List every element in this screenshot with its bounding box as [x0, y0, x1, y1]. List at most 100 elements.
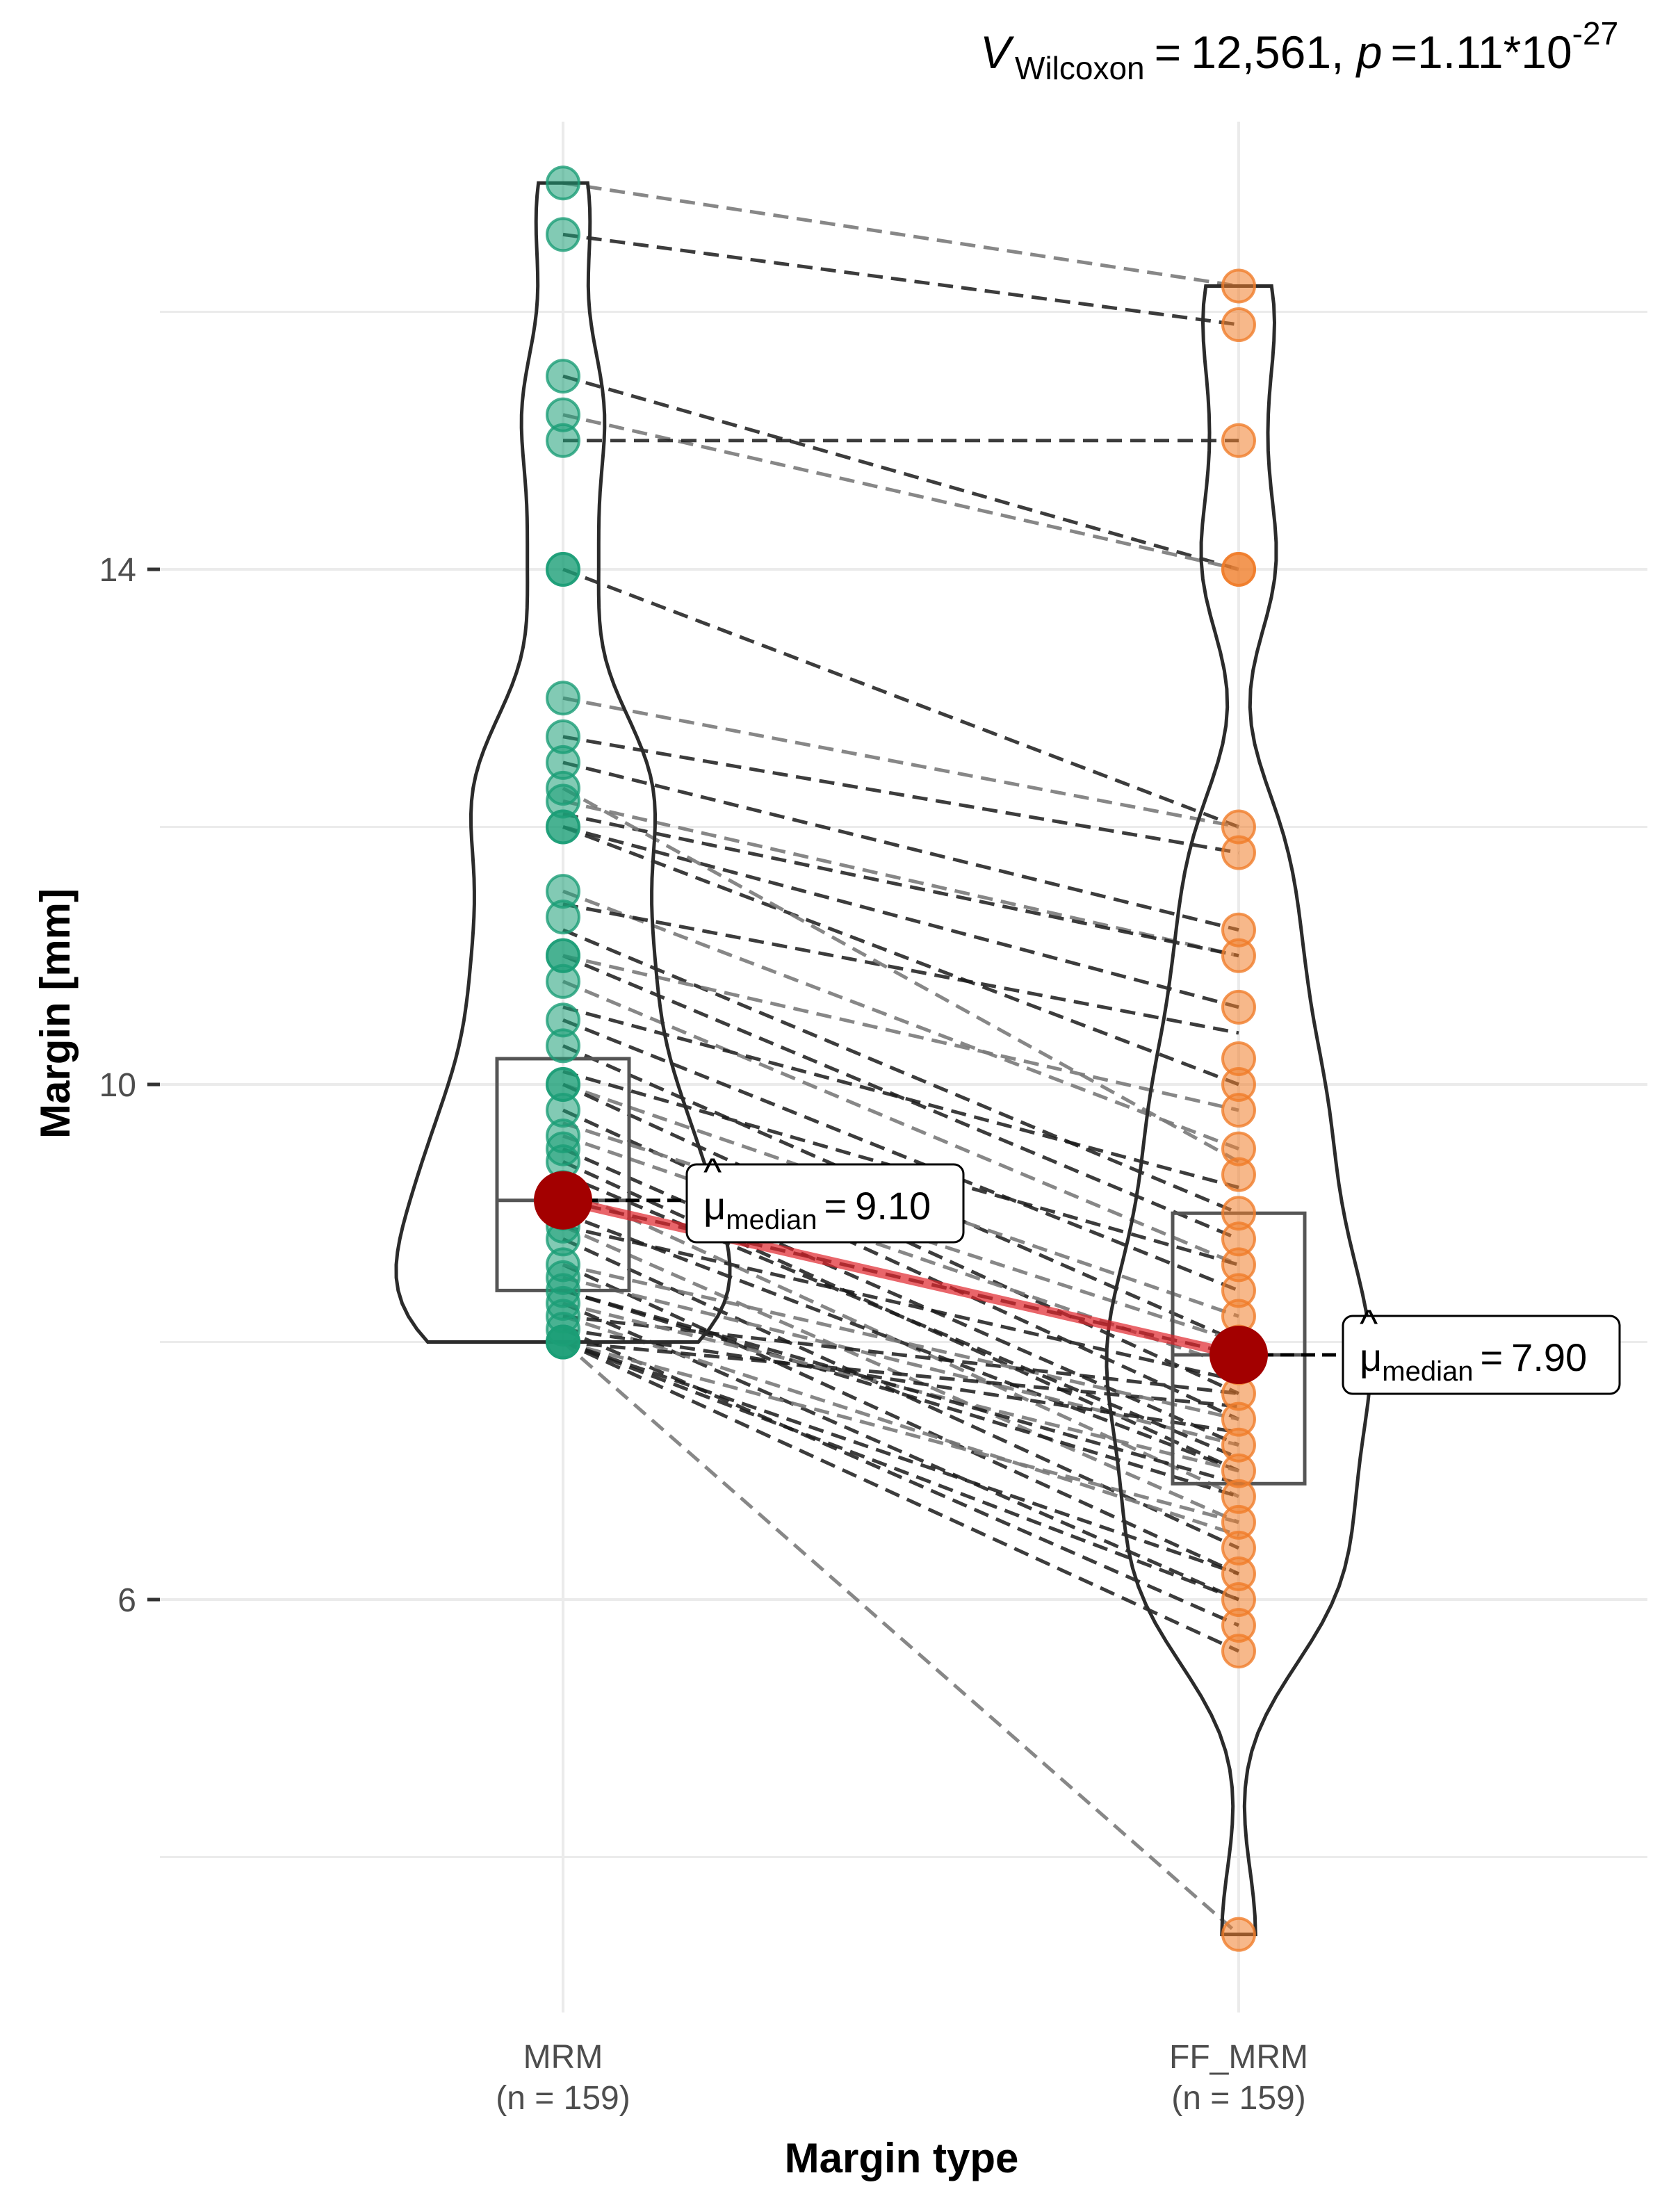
data-point: [546, 165, 580, 201]
median-hat-icon: ^: [703, 1150, 722, 1194]
stat-value: 12,561: [1191, 26, 1331, 78]
pair-line: [562, 1327, 1240, 1627]
data-point: [546, 963, 580, 999]
pair-line: [562, 1314, 1239, 1396]
x-category-n-label: (n = 159): [1171, 2080, 1305, 2117]
pair-line: [562, 979, 1239, 1267]
p-exponent: -27: [1572, 15, 1618, 51]
median-label-symbol: μ: [703, 1184, 726, 1228]
median-label-symbol: μ: [1360, 1335, 1382, 1379]
pair-line: [562, 567, 1239, 829]
y-tick-label: 14: [99, 552, 136, 589]
y-tick-label: 6: [117, 1582, 136, 1619]
pair-line: [562, 1340, 1240, 1936]
pair-line: [562, 1340, 1239, 1576]
data-point: [1221, 1093, 1256, 1128]
median-label-mrm: μmedian = 9.10 ^: [685, 1150, 965, 1244]
x-category-label: FF_MRM: [1169, 2039, 1308, 2076]
data-point: [1221, 552, 1256, 587]
data-point: [546, 900, 580, 935]
pair-line: [562, 954, 1239, 1241]
median-point: [534, 1171, 592, 1230]
violin-outline: [394, 181, 732, 1344]
median-hat-icon: ^: [1360, 1301, 1378, 1345]
svg-text:μmedian=9.10: μmedian = 9.10: [703, 1184, 931, 1235]
pair-line: [562, 1018, 1239, 1292]
data-point: [1221, 835, 1256, 870]
pair-line: [562, 928, 1239, 1215]
data-points: [546, 165, 1256, 1952]
pair-line: [562, 1276, 1239, 1447]
pair-line: [562, 825, 1239, 1087]
pair-line: [562, 902, 1239, 1035]
pair-line: [562, 1237, 1240, 1550]
x-category-label: MRM: [523, 2039, 603, 2076]
data-point: [1221, 1157, 1256, 1192]
median-connector: [562, 1195, 1240, 1360]
pair-line: [562, 374, 1239, 571]
stat-subscript: Wilcoxon: [1015, 50, 1145, 86]
pair-line: [562, 232, 1239, 327]
pair-line: [562, 1108, 1240, 1421]
pair-line: [562, 786, 1240, 1164]
data-point: [1221, 423, 1256, 458]
median-label-subscript: median: [726, 1205, 817, 1235]
pair-line: [562, 1288, 1239, 1486]
pair-line: [562, 954, 1239, 1112]
pair-line: [562, 1340, 1240, 1653]
pair-line: [562, 1185, 1240, 1499]
pair-line: [562, 761, 1239, 932]
pair-line: [562, 889, 1239, 1150]
median-label-value: 7.90: [1511, 1335, 1587, 1379]
median-label-box: [1342, 1315, 1621, 1395]
pair-line: [562, 1211, 1239, 1473]
pair-line: [562, 799, 1239, 958]
data-point: [546, 809, 580, 845]
y-axis: 6 10 14: [99, 552, 160, 1619]
p-label: p: [1355, 26, 1383, 78]
data-point: [1221, 1917, 1256, 1952]
median-markers: [534, 1171, 1343, 1385]
x-axis-title: Margin type: [785, 2135, 1019, 2181]
data-point: [1221, 989, 1256, 1025]
median-point: [1209, 1326, 1268, 1385]
svg-text:μmedian=7.90: μmedian = 7.90: [1360, 1335, 1587, 1387]
pair-line: [562, 1224, 1239, 1383]
data-point: [1221, 268, 1256, 304]
median-label-ff-mrm: μmedian = 7.90 ^: [1342, 1301, 1621, 1395]
pair-line: [562, 413, 1239, 571]
data-point: [546, 1324, 580, 1360]
pair-line: [562, 1289, 1239, 1499]
median-label-box: [685, 1163, 965, 1244]
grid: [160, 122, 1647, 2012]
x-category-n-label: (n = 159): [496, 2080, 630, 2117]
pair-lines: [562, 181, 1240, 1936]
data-point: [1221, 1634, 1256, 1669]
data-point: [546, 423, 580, 458]
pair-line: [562, 1315, 1239, 1537]
data-point: [546, 681, 580, 716]
pair-line: [562, 181, 1239, 288]
stat-symbol: V: [980, 26, 1015, 78]
median-label-value: 9.10: [855, 1184, 931, 1228]
data-point: [1221, 938, 1256, 973]
pair-line: [562, 1082, 1240, 1395]
x-axis: MRM (n = 159) FF_MRM (n = 159): [496, 2039, 1308, 2117]
data-point: [546, 359, 580, 394]
y-tick-label: 10: [99, 1067, 136, 1104]
pair-line: [562, 1340, 1239, 1602]
data-point: [1221, 307, 1256, 343]
y-axis-title: Margin [mm]: [32, 888, 79, 1139]
pair-line: [562, 1147, 1240, 1447]
stats-subtitle: V Wilcoxon = 12,561, p =1.11*10-27: [980, 15, 1618, 86]
pair-line: [562, 696, 1239, 829]
pair-line: [562, 1160, 1240, 1473]
median-label-subscript: median: [1382, 1356, 1473, 1387]
data-point: [546, 1028, 580, 1064]
p-mantissa: 1.11*10: [1417, 26, 1572, 78]
pair-line: [562, 735, 1239, 855]
pair-line: [562, 1340, 1239, 1408]
pair-line: [562, 812, 1239, 958]
data-point: [546, 552, 580, 587]
